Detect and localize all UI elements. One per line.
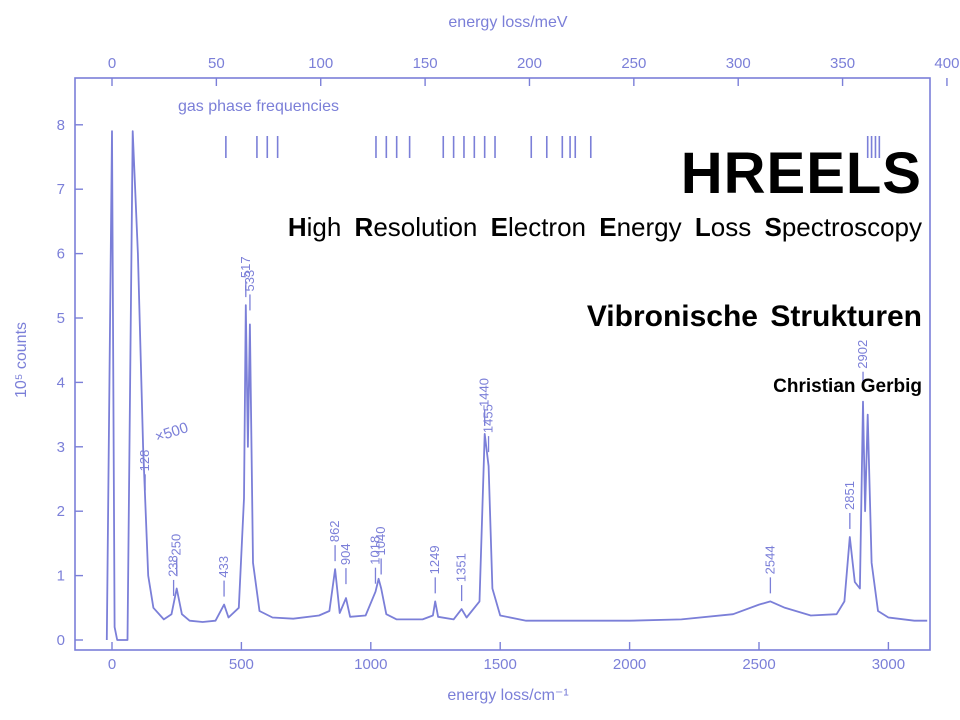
x-tick-label: 500	[229, 656, 254, 673]
spectrum-line	[105, 130, 928, 641]
gain-label: ×500	[153, 419, 190, 446]
x-axis-label: energy loss/cm⁻¹	[447, 687, 568, 704]
x-tick-label: 2500	[742, 656, 775, 673]
peak-label: 1440	[477, 378, 492, 407]
peak-label: 238	[166, 555, 181, 577]
x2-tick-label: 0	[108, 55, 116, 72]
peak-label: 1040	[373, 527, 388, 556]
peak-label: 1018	[367, 536, 382, 565]
subtitle-word-4: Energy	[599, 212, 682, 242]
y-tick-label: 0	[57, 632, 65, 649]
peak-label: 862	[327, 520, 342, 542]
peak-label: 250	[169, 534, 184, 556]
y-axis-label: 10⁵ counts	[13, 322, 30, 398]
peak-label: 128	[137, 450, 152, 472]
subtitle-word-1: High	[287, 212, 342, 242]
x2-tick-label: 250	[621, 55, 646, 72]
y-tick-label: 2	[57, 503, 65, 520]
peak-label: 433	[216, 556, 231, 578]
subtitle-word-6: Spectroscopy	[764, 212, 922, 242]
section-heading: Vibronische Strukturen	[586, 300, 922, 333]
x-tick-label: 2000	[613, 656, 646, 673]
subtitle-word-5: Loss	[694, 212, 752, 242]
y-tick-label: 8	[57, 117, 65, 134]
peak-label: 517	[238, 256, 253, 278]
peak-label: 2851	[842, 481, 857, 510]
peak-label: 2544	[762, 545, 777, 574]
gas-phase-label: gas phase frequencies	[178, 98, 339, 115]
y-tick-label: 6	[57, 246, 65, 263]
x2-tick-label: 350	[830, 55, 855, 72]
y-tick-label: 3	[57, 439, 65, 456]
subtitle-word-2: Resolution	[354, 212, 478, 242]
x2-tick-label: 200	[517, 55, 542, 72]
peak-label: 533	[242, 270, 257, 292]
x2-tick-label: 300	[726, 55, 751, 72]
x-tick-label: 0	[108, 656, 116, 673]
x-tick-label: 1000	[354, 656, 387, 673]
slide-subtitle: High Resolution Electron Energy Loss Spe…	[288, 212, 922, 243]
author-name: Christian Gerbig	[773, 376, 922, 397]
gas-phase-lines-layer	[225, 136, 881, 158]
x2-tick-label: 50	[208, 55, 225, 72]
x2-tick-label: 150	[413, 55, 438, 72]
x2-tick-label: 100	[308, 55, 333, 72]
subtitle-word-3: Electron	[490, 212, 587, 242]
peak-label: 1249	[427, 545, 442, 574]
y-tick-label: 1	[57, 568, 65, 585]
y-tick-label: 7	[57, 181, 65, 198]
x-tick-label: 1500	[484, 656, 517, 673]
peak-label: 1455	[481, 404, 496, 433]
slide-title: HREELS	[680, 141, 922, 206]
peak-label: 2902	[855, 340, 870, 369]
peak-label: 1351	[454, 553, 469, 582]
x2-tick-label: 400	[934, 55, 959, 72]
plot-frame	[74, 77, 931, 651]
y-tick-label: 5	[57, 310, 65, 327]
x2-axis-label: energy loss/meV	[448, 14, 567, 31]
x-tick-label: 3000	[872, 656, 905, 673]
y-tick-label: 4	[57, 374, 65, 391]
peak-label: 904	[338, 543, 353, 565]
series-layer	[105, 130, 928, 641]
